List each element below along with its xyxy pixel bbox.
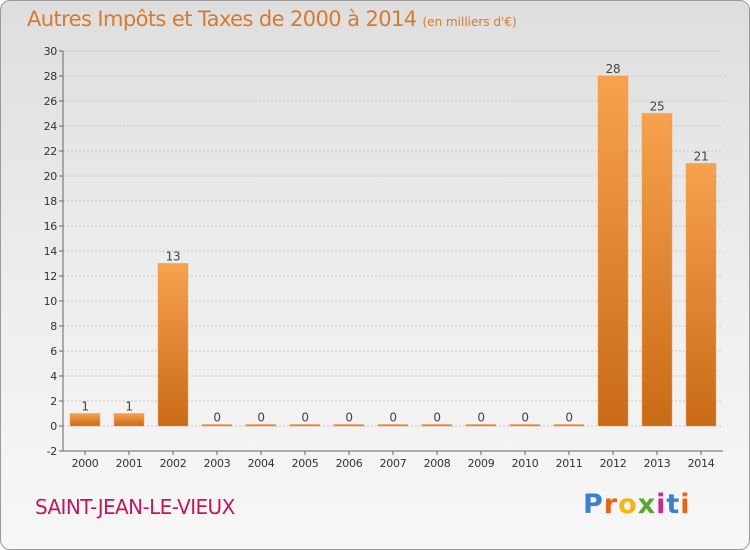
x-tick-label: 2003: [204, 457, 231, 470]
x-tick-label: 2000: [72, 457, 99, 470]
bar: [333, 424, 365, 427]
bar: [113, 413, 145, 427]
x-tick-label: 2007: [380, 457, 407, 470]
data-label: 0: [301, 411, 308, 425]
x-tick-label: 2009: [468, 457, 495, 470]
y-tick-label: 10: [44, 295, 58, 308]
data-label: 0: [477, 411, 484, 425]
axes: [59, 50, 723, 455]
data-label: 1: [125, 400, 132, 414]
y-tick-label: 12: [44, 270, 57, 283]
logo-letter: P: [583, 489, 604, 520]
logo-letter: x: [637, 489, 657, 520]
data-label: 1: [81, 400, 88, 414]
data-label: 0: [345, 411, 352, 425]
x-tick-label: 2001: [116, 457, 143, 470]
y-tick-label: 24: [44, 120, 58, 133]
proxiti-logo: Proxiti: [583, 489, 691, 520]
bar: [289, 424, 321, 427]
bars: [69, 75, 717, 427]
y-tick-label: 26: [44, 95, 58, 108]
bar: [69, 413, 101, 427]
y-tick-label: 20: [44, 170, 58, 183]
x-tick-label: 2011: [556, 457, 583, 470]
data-label: 0: [433, 411, 440, 425]
x-tick-label: 2012: [600, 457, 627, 470]
data-label: 25: [650, 100, 665, 114]
data-label: 0: [521, 411, 528, 425]
x-tick-label: 2005: [292, 457, 319, 470]
data-label: 0: [257, 411, 264, 425]
city-name: SAINT-JEAN-LE-VIEUX: [35, 495, 235, 519]
data-label: 0: [565, 411, 572, 425]
y-tick-label: 4: [50, 370, 57, 383]
x-tick-label: 2014: [688, 457, 715, 470]
y-tick-label: 8: [50, 320, 57, 333]
x-tick-label: 2010: [512, 457, 539, 470]
y-tick-label: 0: [50, 420, 57, 433]
data-label: 0: [389, 411, 396, 425]
chart-title: Autres Impôts et Taxes de 2000 à 2014 (en…: [27, 7, 517, 31]
bar: [553, 424, 585, 427]
y-tick-label: 16: [44, 220, 58, 233]
x-tick-label: 2008: [424, 457, 451, 470]
data-label: 21: [694, 150, 709, 164]
x-tick-label: 2013: [644, 457, 671, 470]
bar: [377, 424, 409, 427]
y-tick-label: 30: [44, 45, 58, 58]
x-tick-label: 2002: [160, 457, 187, 470]
bar: [509, 424, 541, 427]
y-tick-label: 28: [44, 70, 58, 83]
y-tick-label: 6: [50, 345, 57, 358]
logo-letter: i: [656, 489, 667, 520]
bar: [157, 263, 189, 427]
y-tick-label: -2: [47, 445, 57, 458]
data-label: 28: [606, 62, 621, 76]
y-tick-label: 2: [50, 395, 57, 408]
bar: [685, 163, 717, 427]
data-label: 13: [166, 250, 181, 264]
chart-title-text: Autres Impôts et Taxes de 2000 à 2014: [27, 7, 417, 31]
y-tick-label: 14: [44, 245, 58, 258]
bar: [201, 424, 233, 427]
bar: [421, 424, 453, 427]
bar: [465, 424, 497, 427]
chart-unit: (en milliers d'€): [422, 15, 517, 29]
y-tick-label: 18: [44, 195, 58, 208]
bar: [641, 113, 673, 427]
bar: [245, 424, 277, 427]
y-tick-label: 22: [44, 145, 57, 158]
labels: -202468101214161820222426283012000120011…: [44, 45, 715, 470]
logo-letter: t: [666, 489, 681, 520]
logo-letter: i: [680, 489, 691, 520]
logo-letter: o: [618, 489, 638, 520]
x-tick-label: 2004: [248, 457, 275, 470]
data-label: 0: [213, 411, 220, 425]
logo-letter: r: [603, 489, 619, 520]
x-tick-label: 2006: [336, 457, 363, 470]
bar: [597, 75, 629, 427]
